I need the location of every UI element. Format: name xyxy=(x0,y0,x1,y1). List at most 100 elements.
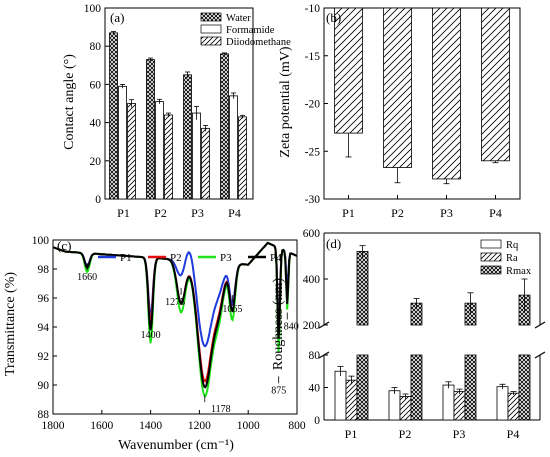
axis-break-mark xyxy=(534,351,546,359)
panel-b-zeta-potential: -10 -15 -20 -25 -30 P1 P2 P3 P4 xyxy=(305,3,521,220)
y-tick-label: -30 xyxy=(305,194,321,206)
bar xyxy=(345,379,358,421)
y-tick-label: 90 xyxy=(38,380,50,392)
bar xyxy=(432,7,461,180)
y-tick-label: -15 xyxy=(305,51,321,63)
y-tick-label: 0 xyxy=(95,194,101,206)
bar-lower-part xyxy=(410,354,423,421)
x-tick-label: P1 xyxy=(342,206,355,220)
legend-label: P3 xyxy=(220,252,232,264)
panel-d-roughness: 0 40 80 200 400 600 P1 P2 P3 P4 Rq Ra Rmax xyxy=(303,228,546,441)
x-tick-label: P3 xyxy=(191,206,204,220)
x-tick-label: 800 xyxy=(288,420,306,432)
legend-swatch xyxy=(480,239,502,249)
x-tick-label: P2 xyxy=(154,206,167,220)
panel-c-ftir-spectra: 88 90 92 94 96 98 100 1800 1600 1400 1200 1000 800 P1… xyxy=(32,235,306,432)
x-tick-label: P3 xyxy=(453,427,466,441)
y-tick-label: 40 xyxy=(309,383,321,395)
bar xyxy=(201,127,210,200)
panel-label-b: (b) xyxy=(326,10,341,25)
x-tick-label: P2 xyxy=(399,427,412,441)
x-tick-label: P4 xyxy=(507,427,520,441)
y-tick-label: 100 xyxy=(32,235,50,247)
y-tick-label: 80 xyxy=(90,41,102,53)
axis-break-mark xyxy=(534,321,546,329)
y-tick-label: -20 xyxy=(305,99,321,111)
bar xyxy=(507,392,520,421)
bar-upper-part xyxy=(356,250,369,326)
y-tick-label: -25 xyxy=(305,146,321,158)
y-tick-label: 94 xyxy=(38,322,50,334)
bar-lower-part xyxy=(518,354,531,421)
bar xyxy=(334,370,347,421)
legend-label: Diiodomethane xyxy=(226,37,291,48)
bar xyxy=(383,7,412,168)
annotation-label: 875 xyxy=(271,385,286,396)
panel-b-ylabel: Zeta potential (mV) xyxy=(278,46,293,158)
legend-label: P1 xyxy=(120,252,132,264)
annotation-label: 1400 xyxy=(141,330,161,341)
bar xyxy=(388,390,401,421)
y-tick-label: 98 xyxy=(38,264,50,276)
bar xyxy=(155,101,164,200)
x-tick-label: 1600 xyxy=(90,420,113,432)
bar xyxy=(164,114,173,200)
panel-label-d: (d) xyxy=(326,236,341,251)
legend-label: P2 xyxy=(170,252,182,264)
plot-frame xyxy=(104,7,254,200)
bar-lower-part xyxy=(356,354,369,421)
annotation-label: 840 xyxy=(284,322,299,333)
y-tick-label: 88 xyxy=(38,409,50,421)
bar xyxy=(220,53,229,200)
y-tick-label: 40 xyxy=(90,118,102,130)
bar xyxy=(481,7,510,162)
x-tick-label: 1800 xyxy=(42,420,65,432)
bar-lower-part xyxy=(464,354,477,421)
bar xyxy=(146,59,155,200)
bar xyxy=(109,32,118,200)
x-tick-label: P3 xyxy=(440,206,453,220)
x-tick-label: P1 xyxy=(345,427,358,441)
legend-swatch xyxy=(480,265,502,275)
legend-label: Rq xyxy=(506,240,519,251)
legend-label: Ra xyxy=(506,253,518,264)
y-tick-label: 200 xyxy=(303,320,321,332)
legend-swatch xyxy=(200,24,222,34)
x-tick-label: P2 xyxy=(391,206,404,220)
legend-label: Water xyxy=(226,13,251,24)
legend-swatch xyxy=(200,12,222,22)
annotation-label: 1660 xyxy=(77,272,97,283)
legend-swatch xyxy=(480,252,502,262)
panel-c-xlabel: Wavenumber (cm⁻¹) xyxy=(118,438,234,453)
legend-label: Rmax xyxy=(506,266,532,277)
x-tick-label: P4 xyxy=(228,206,241,220)
y-tick-label: -10 xyxy=(305,3,321,15)
panel-label-c: (c) xyxy=(57,238,71,253)
bar xyxy=(334,7,363,134)
spectrum-p4 xyxy=(52,241,298,389)
y-tick-label: 100 xyxy=(84,3,102,15)
panel-c-ylabel: Transmittance (%) xyxy=(3,272,18,376)
bar xyxy=(496,386,509,421)
legend-label: Formamide xyxy=(226,25,275,36)
y-tick-label: 20 xyxy=(90,156,102,168)
y-tick-label: 96 xyxy=(38,293,50,305)
panel-d-ylabel: Roughness (nm) xyxy=(271,278,286,371)
y-tick-label: 0 xyxy=(314,415,320,427)
bar xyxy=(442,384,455,421)
bar xyxy=(238,116,247,200)
x-tick-label: 1200 xyxy=(188,420,211,432)
panel-a-ylabel: Contact angle (°) xyxy=(62,54,77,150)
annotation-label: 1065 xyxy=(222,304,242,315)
x-tick-label: 1400 xyxy=(139,420,162,432)
annotation-label: 1275 xyxy=(165,297,185,308)
legend-label: P4 xyxy=(270,252,282,264)
bar xyxy=(453,391,466,421)
bar xyxy=(183,74,192,200)
panel-label-a: (a) xyxy=(110,10,124,25)
y-tick-label: 60 xyxy=(90,79,102,91)
x-tick-label: 1000 xyxy=(237,420,260,432)
x-tick-label: P4 xyxy=(489,206,502,220)
panel-a-contact-angle: 0 20 40 60 80 100 P1 P2 P3 P4 WaterFormamideDiiodo… xyxy=(84,3,291,220)
